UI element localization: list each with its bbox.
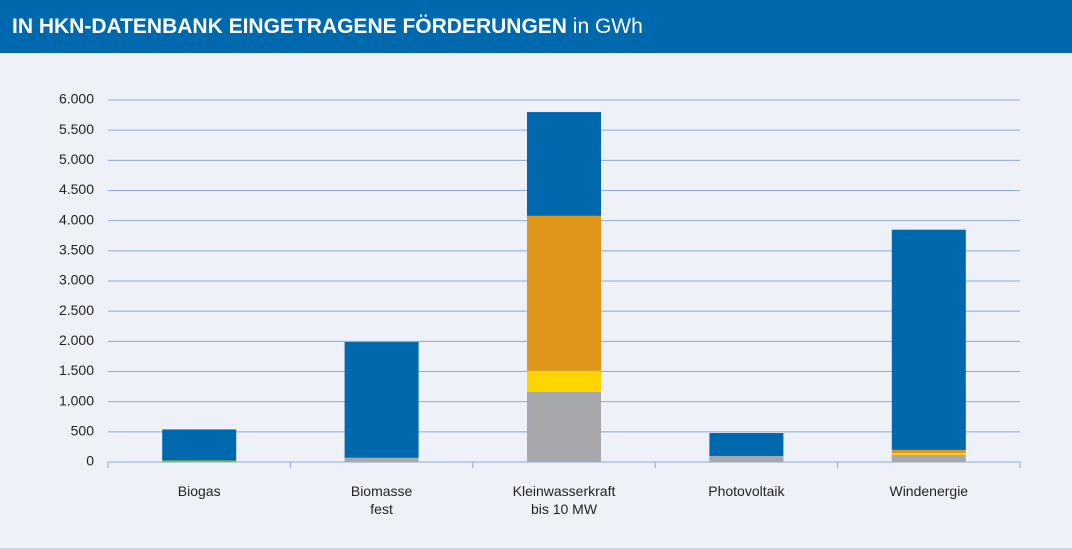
header: IN HKN-DATENBANK EINGETRAGENE FÖRDERUNGE… — [0, 0, 1072, 53]
bar-segment — [162, 429, 237, 461]
y-tick-label: 5.000 — [59, 151, 94, 167]
bar-segment — [891, 452, 966, 455]
bar-segment — [344, 457, 419, 462]
bar-segment — [527, 215, 601, 371]
y-tick-label: 4.000 — [59, 211, 94, 227]
bar-segment — [162, 460, 237, 462]
y-tick-label: 2.000 — [59, 332, 94, 348]
x-tick-label: Biomasse fest — [350, 483, 413, 517]
unit: in GWh — [572, 15, 643, 38]
bottom-rule — [0, 548, 1072, 550]
y-tick-label: 1.500 — [59, 362, 94, 378]
bar-segment — [527, 392, 601, 462]
x-tick-label: Biogas — [177, 483, 221, 499]
y-tick-label: 3.500 — [59, 242, 94, 258]
bar-segment — [891, 229, 966, 450]
y-tick-label: 2.500 — [59, 302, 94, 318]
y-tick-label: 500 — [71, 423, 95, 439]
bar-segment — [709, 455, 784, 462]
y-tick-label: 0 — [86, 453, 94, 469]
bar-segment — [709, 433, 784, 456]
bar-segment — [527, 370, 601, 393]
bar-segment — [527, 112, 601, 216]
y-tick-label: 3.000 — [59, 272, 94, 288]
chart-title: IN HKN-DATENBANK EINGETRAGENE FÖRDERUNGE… — [12, 15, 567, 38]
y-tick-label: 6.000 — [59, 91, 94, 107]
y-tick-label: 4.500 — [59, 181, 94, 197]
bar-segment — [344, 341, 419, 458]
x-tick-label: Windenergie — [889, 483, 969, 499]
bar-segment — [162, 461, 237, 462]
y-tick-label: 1.000 — [59, 392, 94, 408]
x-tick-label: Photovoltaik — [708, 483, 785, 499]
y-tick-label: 5.500 — [59, 121, 94, 137]
x-tick-label: Kleinwasserkraft bis 10 MW — [512, 483, 616, 517]
bar-segment — [891, 454, 966, 462]
bar-segment — [891, 449, 966, 453]
